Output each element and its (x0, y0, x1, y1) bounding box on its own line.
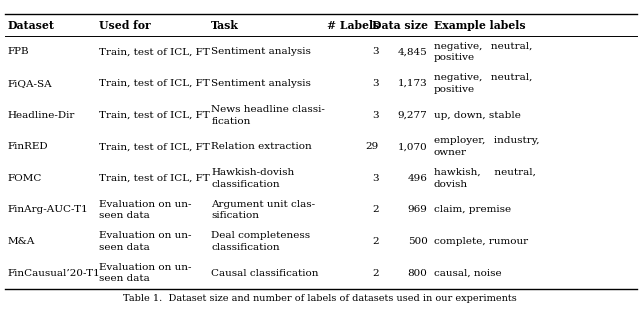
Text: classification: classification (211, 180, 280, 189)
Text: 2: 2 (372, 269, 379, 277)
Text: Data size: Data size (372, 19, 428, 31)
Text: 3: 3 (372, 111, 379, 120)
Text: dovish: dovish (434, 180, 468, 189)
Text: Evaluation on un-: Evaluation on un- (99, 263, 192, 272)
Text: Causal classification: Causal classification (211, 269, 319, 277)
Text: Deal completeness: Deal completeness (211, 231, 310, 240)
Text: positive: positive (434, 53, 475, 62)
Text: Evaluation on un-: Evaluation on un- (99, 231, 192, 240)
Text: Sentiment analysis: Sentiment analysis (211, 79, 311, 88)
Text: Evaluation on un-: Evaluation on un- (99, 200, 192, 209)
Text: 969: 969 (408, 205, 428, 214)
Text: classification: classification (211, 243, 280, 252)
Text: FinRED: FinRED (8, 142, 48, 151)
Text: negative,  neutral,: negative, neutral, (434, 73, 532, 82)
Text: Hawkish-dovish: Hawkish-dovish (211, 168, 294, 177)
Text: hawkish,   neutral,: hawkish, neutral, (434, 168, 536, 177)
Text: FinArg-AUC-T1: FinArg-AUC-T1 (8, 205, 88, 214)
Text: 1,070: 1,070 (398, 142, 428, 151)
Text: 496: 496 (408, 174, 428, 183)
Text: 9,277: 9,277 (398, 111, 428, 120)
Text: FinCausual’20-T1: FinCausual’20-T1 (8, 269, 100, 277)
Text: 3: 3 (372, 48, 379, 57)
Text: up, down, stable: up, down, stable (434, 111, 521, 120)
Text: Task: Task (211, 19, 239, 31)
Text: 2: 2 (372, 237, 379, 246)
Text: Train, test of ICL, FT: Train, test of ICL, FT (99, 79, 210, 88)
Text: Argument unit clas-: Argument unit clas- (211, 200, 316, 209)
Text: FiQA-SA: FiQA-SA (8, 79, 52, 88)
Text: FPB: FPB (8, 48, 29, 57)
Text: M&A: M&A (8, 237, 35, 246)
Text: owner: owner (434, 148, 467, 157)
Text: # Labels: # Labels (326, 19, 379, 31)
Text: seen data: seen data (99, 243, 150, 252)
Text: Train, test of ICL, FT: Train, test of ICL, FT (99, 111, 210, 120)
Text: Relation extraction: Relation extraction (211, 142, 312, 151)
Text: 29: 29 (365, 142, 379, 151)
Text: seen data: seen data (99, 211, 150, 220)
Text: FOMC: FOMC (8, 174, 42, 183)
Text: sification: sification (211, 211, 259, 220)
Text: Headline-Dir: Headline-Dir (8, 111, 75, 120)
Text: Dataset: Dataset (8, 19, 54, 31)
Text: negative,  neutral,: negative, neutral, (434, 42, 532, 51)
Text: 3: 3 (372, 79, 379, 88)
Text: Sentiment analysis: Sentiment analysis (211, 48, 311, 57)
Text: 3: 3 (372, 174, 379, 183)
Text: 800: 800 (408, 269, 428, 277)
Text: 500: 500 (408, 237, 428, 246)
Text: Train, test of ICL, FT: Train, test of ICL, FT (99, 142, 210, 151)
Text: Table 1.  Dataset size and number of labels of datasets used in our experiments: Table 1. Dataset size and number of labe… (123, 294, 517, 303)
Text: complete, rumour: complete, rumour (434, 237, 528, 246)
Text: 1,173: 1,173 (398, 79, 428, 88)
Text: Train, test of ICL, FT: Train, test of ICL, FT (99, 174, 210, 183)
Text: 2: 2 (372, 205, 379, 214)
Text: employer,  industry,: employer, industry, (434, 136, 540, 145)
Text: Example labels: Example labels (434, 19, 525, 31)
Text: positive: positive (434, 85, 475, 94)
Text: Train, test of ICL, FT: Train, test of ICL, FT (99, 48, 210, 57)
Text: Used for: Used for (99, 19, 151, 31)
Text: claim, premise: claim, premise (434, 205, 511, 214)
Text: 4,845: 4,845 (398, 48, 428, 57)
Text: causal, noise: causal, noise (434, 269, 502, 277)
Text: News headline classi-: News headline classi- (211, 105, 325, 114)
Text: fication: fication (211, 116, 251, 125)
Text: seen data: seen data (99, 274, 150, 283)
